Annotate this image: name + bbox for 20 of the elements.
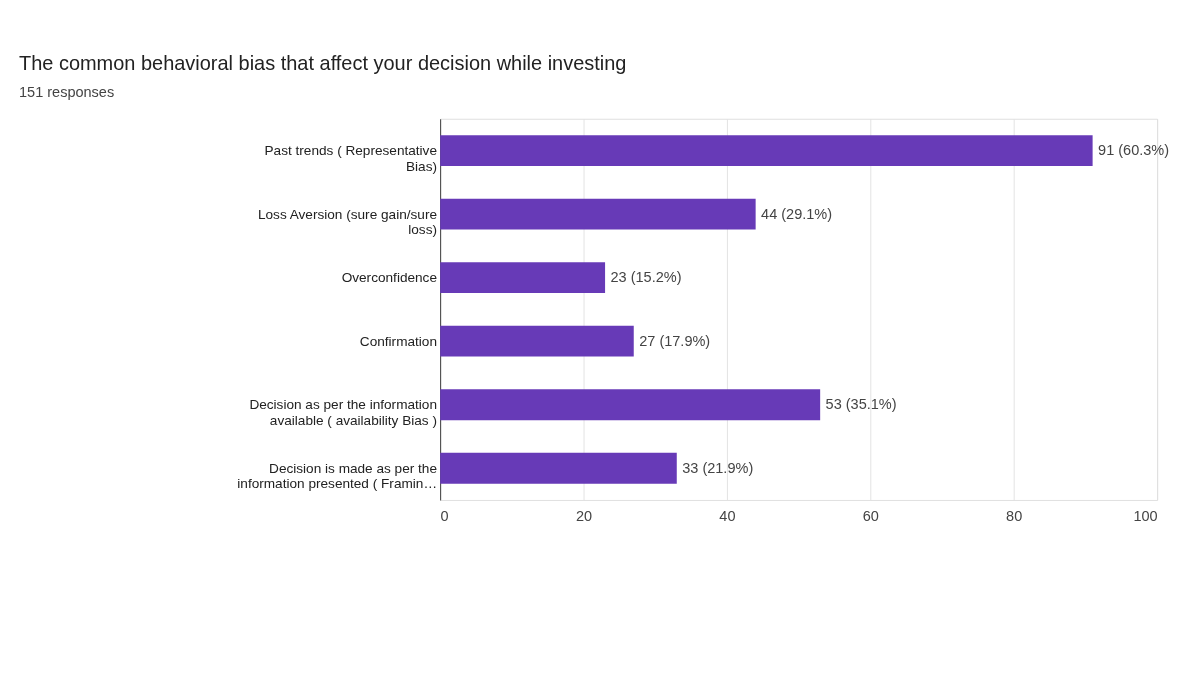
x-tick-label: 80 bbox=[1006, 508, 1023, 525]
data-label: 33 (21.9%) bbox=[682, 459, 754, 476]
x-tick-label: 40 bbox=[719, 508, 736, 525]
x-tick-label: 100 bbox=[1133, 508, 1158, 525]
x-tick-label: 20 bbox=[575, 508, 593, 525]
text: 151 responses bbox=[18, 84, 115, 101]
y-tick-label: Overconfidence bbox=[341, 270, 437, 286]
data-label: 23 (15.2%) bbox=[610, 269, 682, 286]
y-tick-label: Decision as per the information available ( availability Bias ) bbox=[249, 397, 437, 428]
data-label: 27 (17.9%) bbox=[639, 332, 711, 349]
x-tick-label: 0 bbox=[440, 508, 449, 525]
y-tick-label: Confirmation bbox=[359, 333, 437, 349]
x-tick-label: 60 bbox=[862, 508, 879, 525]
chart-title: The common behavioral bias that affect your decision while investing bbox=[18, 51, 627, 74]
data-label: 44 (29.1%) bbox=[761, 205, 833, 222]
data-label: 91 (60.3%) bbox=[1098, 142, 1170, 159]
y-tick-label: Decision is made as per the information presented ( Framin… bbox=[237, 460, 437, 492]
data-label: 53 (35.1%) bbox=[825, 396, 897, 413]
y-tick-label: Past trends ( Representative Bias) bbox=[264, 143, 437, 174]
y-tick-label: Loss Aversion (sure gain/sure loss) bbox=[257, 206, 437, 238]
